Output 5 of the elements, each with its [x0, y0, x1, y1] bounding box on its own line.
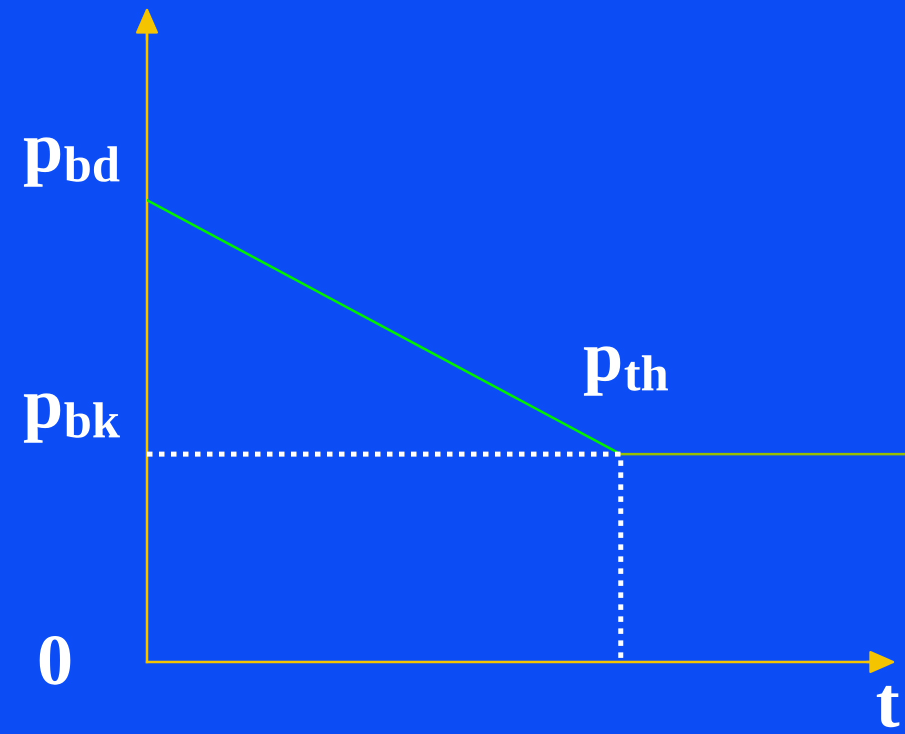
x-axis-title: t: [876, 686, 900, 728]
text: 0: [40, 636, 70, 685]
annotation: p$_{th}$: [584, 346, 668, 396]
text: p$_{bd}$: [24, 137, 120, 187]
text: p$_{bk}$: [24, 393, 120, 443]
